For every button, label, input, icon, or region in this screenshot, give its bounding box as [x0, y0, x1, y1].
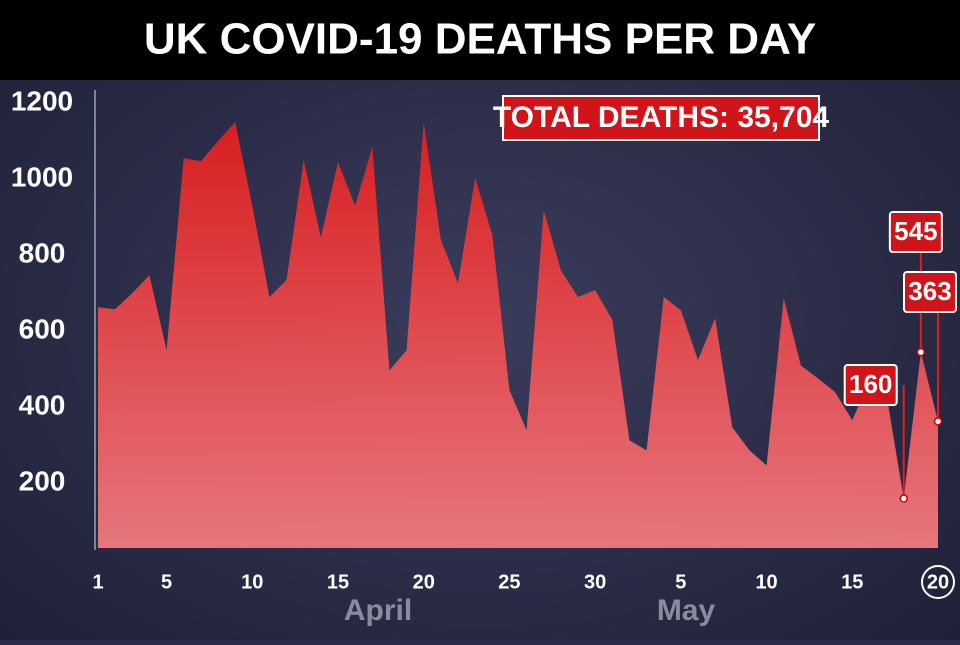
month-label: May [657, 594, 716, 627]
x-tick-label: 20 [927, 571, 949, 593]
chart-title: UK COVID-19 DEATHS PER DAY [144, 15, 816, 64]
x-tick-label: 5 [161, 571, 172, 593]
value-label: 545 [894, 216, 937, 246]
y-tick-label: 1200 [11, 85, 73, 116]
x-tick-label: 15 [327, 571, 349, 593]
x-tick-label: 25 [498, 571, 520, 593]
y-tick-label: 400 [19, 390, 66, 421]
x-tick-label: 1 [92, 571, 103, 593]
tick-highlight [921, 565, 955, 599]
x-tick-label: 20 [413, 571, 435, 593]
area [98, 122, 938, 548]
x-tick-label: 30 [584, 571, 606, 593]
y-tick-label: 600 [19, 314, 66, 345]
x-tick-label: 10 [755, 571, 777, 593]
callout-box [903, 271, 957, 313]
x-tick-label: 5 [675, 571, 686, 593]
x-tick-label: 10 [241, 571, 263, 593]
annotation: TOTAL DEATHS: 35,704 [493, 101, 830, 134]
y-tick-label: 200 [19, 466, 66, 497]
value-label: 363 [908, 276, 951, 306]
title-bar [0, 0, 960, 80]
x-tick-label: 15 [841, 571, 863, 593]
point [933, 417, 943, 426]
y-tick-label: 1000 [11, 161, 73, 192]
value-label: 160 [849, 369, 892, 399]
month-label: April [344, 594, 412, 627]
callout-box [843, 364, 898, 406]
annotation-box [502, 95, 820, 141]
point [916, 347, 926, 357]
y-tick-label: 800 [19, 238, 66, 269]
point [899, 494, 908, 503]
callout-box [888, 211, 943, 253]
